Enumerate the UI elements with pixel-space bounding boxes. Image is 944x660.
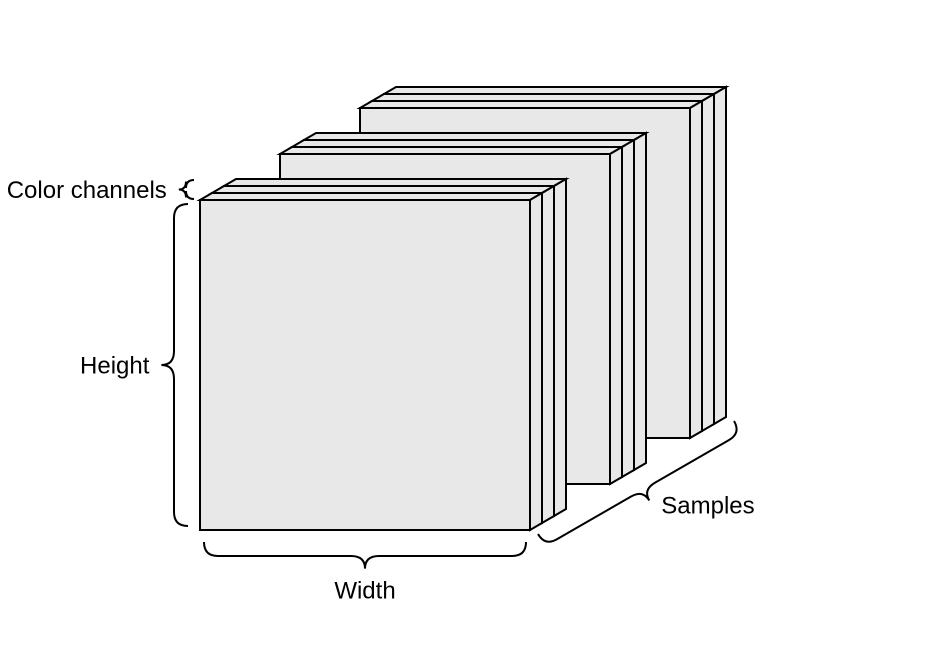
label-samples: Samples xyxy=(661,493,754,520)
cuboid-stack xyxy=(200,87,726,530)
tensor-diagram: Color channels Height Width Samples xyxy=(0,0,944,660)
label-height: Height xyxy=(80,352,150,379)
label-width: Width xyxy=(334,578,395,605)
label-color-channels: Color channels xyxy=(7,177,167,204)
